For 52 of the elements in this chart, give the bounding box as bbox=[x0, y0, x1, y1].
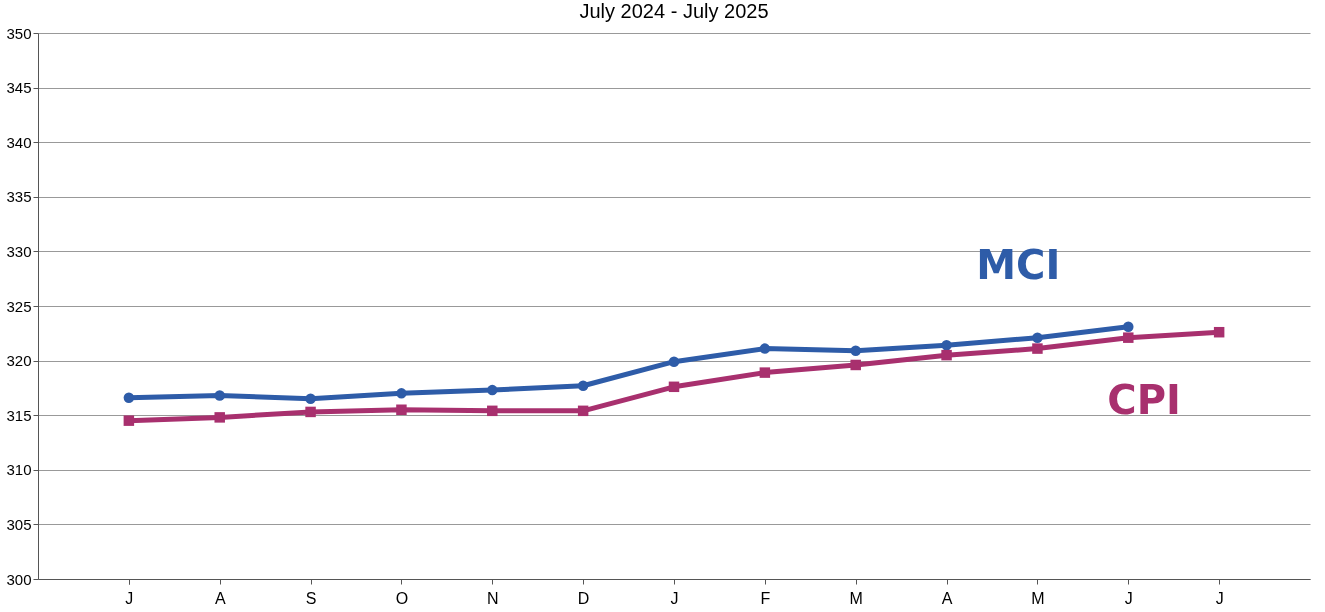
series-label: MCI bbox=[976, 241, 1061, 288]
point bbox=[396, 388, 407, 399]
x-tick-label: M bbox=[1031, 589, 1045, 607]
point bbox=[214, 390, 225, 401]
point bbox=[1213, 326, 1225, 338]
series-label: CPI bbox=[1107, 377, 1181, 424]
point bbox=[396, 404, 407, 415]
point bbox=[759, 343, 771, 354]
x-tick-label: J bbox=[1215, 589, 1224, 607]
x-tick-label: O bbox=[395, 589, 409, 607]
point bbox=[941, 349, 952, 361]
point bbox=[487, 384, 498, 396]
x-tick-label: J bbox=[125, 589, 134, 607]
point bbox=[1123, 332, 1134, 343]
y-tick-label: 310 bbox=[6, 461, 32, 479]
y-tick-label: 325 bbox=[6, 297, 32, 315]
x-tick-label: J bbox=[670, 589, 679, 607]
x-tick-label: F bbox=[760, 589, 771, 607]
y-tick-label: 305 bbox=[6, 515, 32, 533]
y-tick-label: 315 bbox=[6, 406, 32, 424]
point bbox=[759, 367, 771, 378]
y-tick-label: 300 bbox=[6, 570, 32, 588]
y-tick-label: 320 bbox=[6, 352, 32, 370]
point bbox=[214, 412, 225, 423]
point bbox=[305, 406, 316, 418]
y-tick-label: 345 bbox=[6, 79, 32, 97]
point bbox=[305, 393, 316, 405]
x-tick-label: A bbox=[214, 589, 226, 607]
point bbox=[850, 345, 861, 357]
point bbox=[1123, 321, 1134, 332]
point bbox=[668, 381, 680, 393]
x-tick-label: A bbox=[941, 589, 953, 607]
point bbox=[123, 415, 135, 426]
point bbox=[941, 340, 952, 351]
point bbox=[123, 392, 135, 403]
x-tick-label: S bbox=[305, 589, 317, 607]
y-tick-label: 340 bbox=[6, 133, 32, 151]
x-tick-label: D bbox=[577, 589, 590, 607]
y-tick-label: 335 bbox=[6, 188, 32, 206]
point bbox=[577, 380, 589, 391]
x-tick-label: N bbox=[487, 589, 499, 607]
point bbox=[1032, 332, 1043, 343]
y-tick-label: 330 bbox=[6, 242, 32, 260]
x-tick-label: M bbox=[849, 589, 863, 607]
point bbox=[487, 405, 498, 417]
point bbox=[577, 405, 589, 417]
point bbox=[1032, 343, 1043, 354]
chart-title: July 2024 - July 2025 bbox=[579, 0, 769, 22]
x-tick-label: J bbox=[1124, 589, 1133, 607]
point bbox=[850, 359, 861, 371]
point bbox=[668, 356, 680, 367]
y-tick-label: 350 bbox=[6, 24, 32, 42]
